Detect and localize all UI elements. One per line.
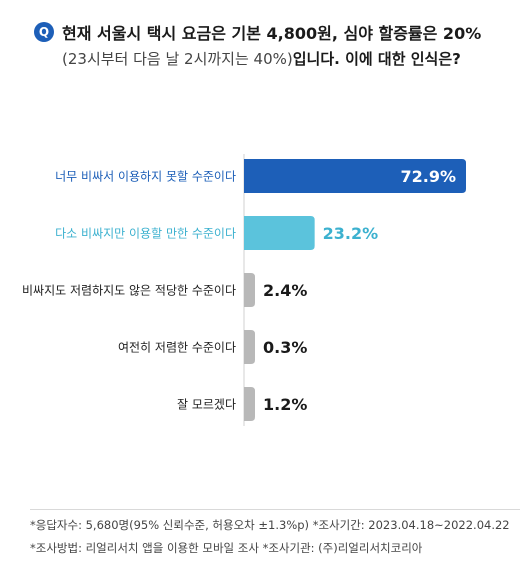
value-label: 72.9% bbox=[400, 167, 456, 186]
footer-line-2: *조사방법: 리얼리서치 앱을 이용한 모바일 조사 *조사기관: (주)리얼리… bbox=[30, 541, 423, 555]
category-label: 여전히 저렴한 수준이다 bbox=[118, 341, 236, 355]
bar bbox=[244, 387, 255, 421]
category-label: 비싸지도 저렴하지도 않은 적당한 수준이다 bbox=[22, 284, 236, 298]
value-label: 2.4% bbox=[263, 281, 307, 300]
bar-chart: 너무 비싸서 이용하지 못할 수준이다 72.9% 다소 비싸지만 이용할 만한 수… bbox=[22, 154, 466, 426]
bar bbox=[244, 216, 315, 250]
question-line-1: 현재 서울시 택시 요금은 기본 4,800원, 심야 할증률은 20% bbox=[62, 24, 482, 43]
question-line-2-paren: (23시부터 다음 날 2시까지는 40%) bbox=[62, 50, 293, 68]
value-label: 23.2% bbox=[323, 224, 379, 243]
bar bbox=[244, 273, 255, 307]
value-label: 1.2% bbox=[263, 395, 307, 414]
category-label: 너무 비싸서 이용하지 못할 수준이다 bbox=[55, 170, 236, 184]
question-badge: Q bbox=[34, 22, 54, 42]
bar bbox=[244, 330, 255, 364]
question-line-2-rest: 입니다. 이에 대한 인식은? bbox=[292, 50, 461, 68]
category-label: 잘 모르겠다 bbox=[177, 398, 236, 412]
category-label: 다소 비싸지만 이용할 만한 수준이다 bbox=[55, 227, 236, 241]
bar bbox=[244, 159, 466, 193]
footer-notes: *응답자수: 5,680명(95% 신뢰수준, 허용오차 ±1.3%p) *조사… bbox=[30, 509, 520, 560]
footer-line-1: *응답자수: 5,680명(95% 신뢰수준, 허용오차 ±1.3%p) *조사… bbox=[30, 518, 510, 532]
question-line-2: (23시부터 다음 날 2시까지는 40%)입니다. 이에 대한 인식은? bbox=[62, 48, 461, 69]
value-label: 0.3% bbox=[263, 338, 307, 357]
